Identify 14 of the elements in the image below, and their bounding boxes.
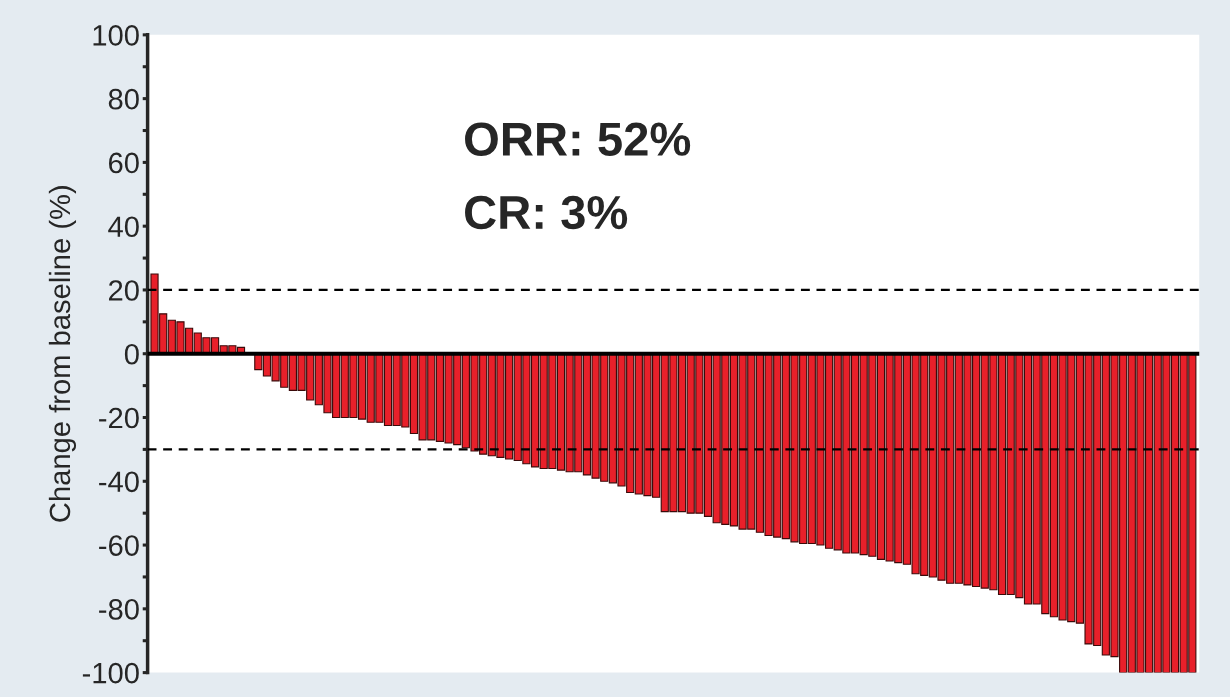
y-tick-label: -100 (82, 662, 139, 684)
y-tick-label: 100 (93, 25, 139, 46)
y-axis-title: Change from baseline (%) (48, 186, 77, 522)
y-tick-label: -80 (99, 599, 139, 620)
y-tick-label: 40 (108, 216, 139, 238)
y-tick-label: 0 (124, 343, 139, 365)
annotation: CR: 3% (465, 195, 628, 230)
annotation: ORR: 52% (465, 122, 691, 156)
y-tick-label: -60 (99, 535, 139, 556)
y-tick-label: 60 (109, 152, 139, 174)
y-tick-label: -40 (99, 471, 139, 493)
y-tick-label: -20 (99, 407, 139, 429)
y-tick-label: 80 (108, 88, 139, 110)
y-tick-label: 20 (108, 280, 139, 301)
